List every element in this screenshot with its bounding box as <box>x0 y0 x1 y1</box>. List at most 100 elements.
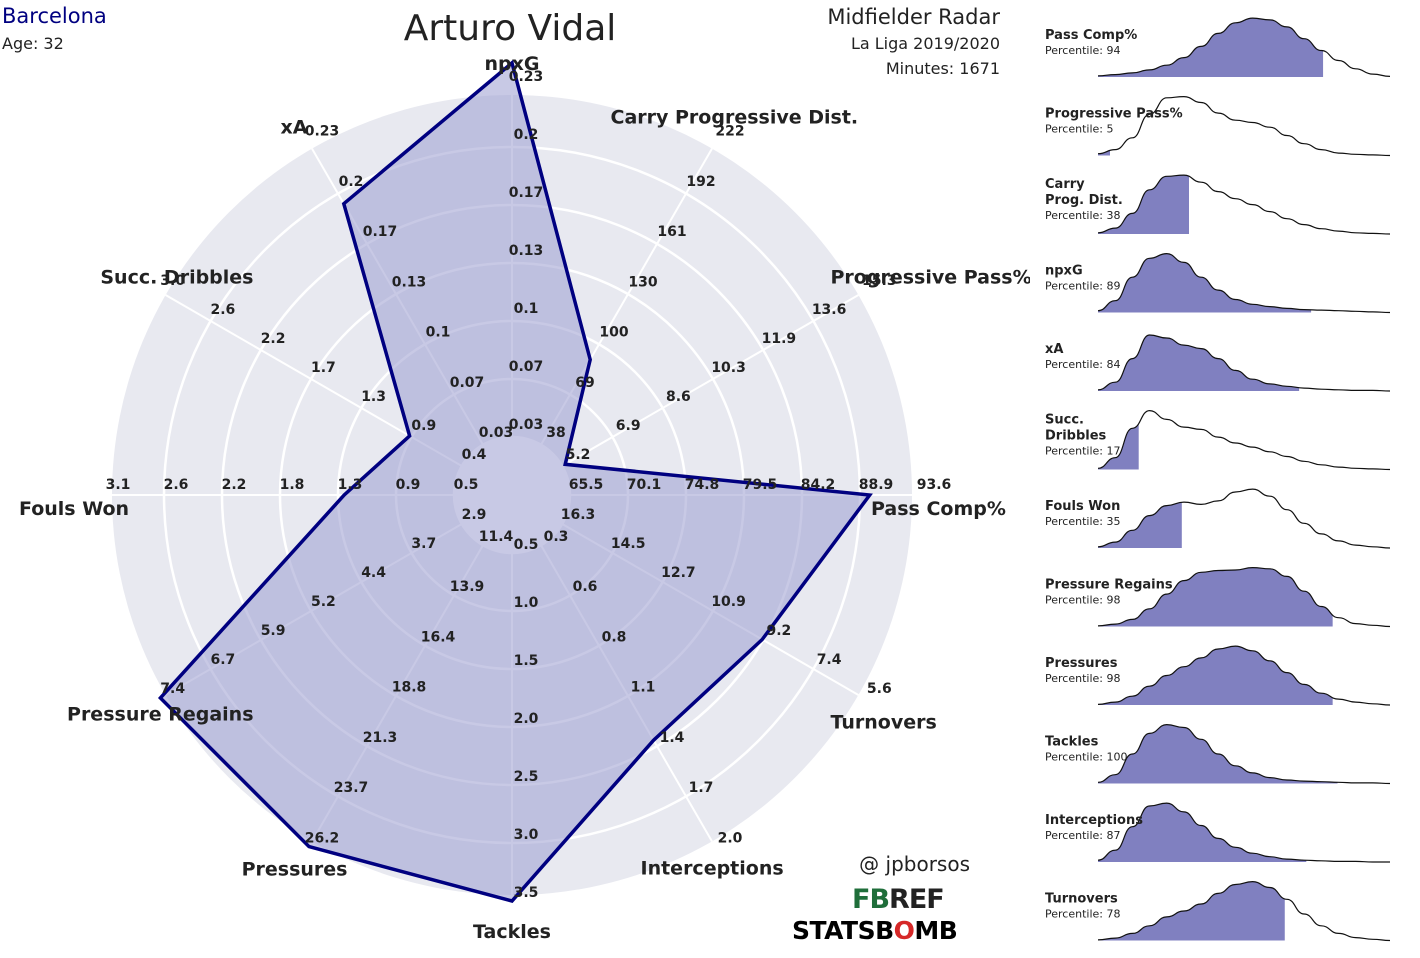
radar-tick-label: 0.13 <box>509 243 544 259</box>
radar-axis-label: Succ. Dribbles <box>100 267 253 289</box>
dist-metric-label: Interceptions <box>1045 813 1143 828</box>
radar-axis-label: Pressures <box>242 859 348 881</box>
radar-tick-label: 9.2 <box>766 623 791 639</box>
dist-percentile-label: Percentile: 87 <box>1045 829 1120 842</box>
radar-tick-label: 0.9 <box>411 418 436 434</box>
dist-curve <box>1097 488 1391 549</box>
radar-tick-label: 84.2 <box>801 477 836 493</box>
radar-chart: 0.03 0.07 0.1 0.13 0.17 0.2 0.23 38 69 100 130 161 1… <box>19 53 1030 943</box>
radar-tick-label: 1.1 <box>631 680 656 696</box>
dist-metric-label: Carry <box>1045 177 1085 192</box>
dist-metric-label: npxG <box>1045 264 1083 279</box>
dist-percentile-label: Percentile: 84 <box>1045 358 1120 371</box>
dist-filled-area <box>1098 502 1182 548</box>
radar-tick-label: 0.1 <box>426 325 451 341</box>
radar-tick-label: 11.9 <box>762 331 797 347</box>
dist-curve <box>1097 723 1391 785</box>
dist-curve <box>1097 252 1391 314</box>
radar-tick-label: 14.5 <box>611 536 646 552</box>
radar-tick-label: 0.4 <box>462 447 487 463</box>
dist-percentile-label: Percentile: 35 <box>1045 515 1120 528</box>
dist-percentile-label: Percentile: 100 <box>1045 751 1127 764</box>
dist-metric-label: Tackles <box>1045 735 1099 750</box>
radar-tick-label: 79.5 <box>743 477 778 493</box>
radar-tick-label: 8.6 <box>666 389 691 405</box>
statsbomb-logo: STATSBOMB <box>792 916 958 945</box>
radar-tick-label: 2.9 <box>462 507 487 523</box>
radar-tick-label: 5.9 <box>261 623 286 639</box>
radar-tick-label: 11.4 <box>479 529 514 545</box>
dist-percentile-label: Percentile: 78 <box>1045 908 1120 921</box>
dist-curve <box>1097 95 1391 157</box>
radar-player-polygon <box>157 59 873 903</box>
dist-filled-area <box>1098 423 1139 470</box>
radar-tick-label: 10.9 <box>711 594 746 610</box>
radar-tick-label: 0.13 <box>392 274 427 290</box>
radar-tick-label: 13.6 <box>812 302 847 318</box>
radar-tick-label: 3.0 <box>160 273 185 289</box>
dist-filled-area <box>1098 646 1333 705</box>
radar-tick-label: 0.9 <box>396 477 421 493</box>
radar-tick-label: 12.7 <box>661 565 696 581</box>
radar-spoke <box>511 294 859 496</box>
radar-tick-label: 2.6 <box>164 477 189 493</box>
radar-tick-label: 0.2 <box>339 174 364 190</box>
dist-percentile-label: Percentile: 94 <box>1045 44 1120 57</box>
radar-tick-label: 10.3 <box>711 360 746 376</box>
radar-tick-label: 15.3 <box>862 273 897 289</box>
radar-tick-label: 0.2 <box>514 127 539 143</box>
radar-tick-label: 0.23 <box>305 124 340 140</box>
player-age: Age: 32 <box>2 34 64 53</box>
radar-tick-label: 130 <box>628 274 657 290</box>
dist-filled-area <box>1098 175 1189 234</box>
radar-tick-label: 0.5 <box>454 477 479 493</box>
radar-tick-label: 1.4 <box>660 730 685 746</box>
radar-tick-label: 0.6 <box>573 579 598 595</box>
author-credit: @ jpborsos <box>859 852 970 876</box>
dist-metric-label: Pressures <box>1045 656 1118 671</box>
radar-tick-label: 7.4 <box>160 681 185 697</box>
radar-tick-label: 0.07 <box>509 359 544 375</box>
radar-tick-label: 6.7 <box>210 652 235 668</box>
radar-tick-label: 3.0 <box>514 827 539 843</box>
dist-percentile-label: Percentile: 38 <box>1045 209 1120 222</box>
radar-tick-label: 0.5 <box>514 537 539 553</box>
statsbomb-logo-bomb: O <box>893 916 915 945</box>
radar-tick-label: 5.2 <box>566 447 591 463</box>
dist-curve <box>1097 17 1391 77</box>
radar-tick-label: 70.1 <box>627 477 662 493</box>
dist-percentile-label: Percentile: 89 <box>1045 280 1120 293</box>
dist-filled-area <box>1098 18 1324 77</box>
dist-percentile-label: Percentile: 5 <box>1045 123 1113 136</box>
radar-title: Midfielder Radar <box>827 5 1000 29</box>
radar-tick-label: 2.2 <box>222 477 247 493</box>
radar-axis-label: Carry Progressive Dist. <box>611 107 859 129</box>
radar-tick-label: 0.17 <box>509 185 544 201</box>
radar-tick-label: 13.9 <box>450 579 485 595</box>
radar-tick-label: 1.5 <box>514 653 539 669</box>
radar-tick-label: 6.9 <box>616 418 641 434</box>
dist-filled-area <box>1098 253 1312 313</box>
team-name: Barcelona <box>2 4 107 28</box>
radar-tick-label: 74.8 <box>685 477 720 493</box>
dist-percentile-label: Percentile: 98 <box>1045 594 1120 607</box>
radar-tick-label: 93.6 <box>917 477 952 493</box>
radar-tick-label: 3.5 <box>514 885 539 901</box>
dist-percentile-label: Percentile: 98 <box>1045 672 1120 685</box>
radar-axis-label: Pass Comp% <box>871 498 1006 520</box>
radar-tick-label: 3.1 <box>106 477 131 493</box>
radar-tick-label: 222 <box>715 124 744 140</box>
radar-tick-label: 18.8 <box>392 680 427 696</box>
radar-tick-label: 23.7 <box>334 780 369 796</box>
radar-tick-label: 2.0 <box>514 711 539 727</box>
radar-tick-label: 4.4 <box>361 565 386 581</box>
radar-tick-label: 0.8 <box>602 629 627 645</box>
dist-curve <box>1097 409 1391 471</box>
radar-axis-label: Pressure Regains <box>67 704 253 726</box>
dist-curve <box>1097 645 1391 706</box>
dist-metric-label: Pass Comp% <box>1045 28 1137 43</box>
radar-tick-label: 7.4 <box>817 652 842 668</box>
radar-axis-label: Interceptions <box>641 858 784 880</box>
radar-tick-label: 161 <box>657 224 686 240</box>
radar-tick-label: 21.3 <box>363 730 398 746</box>
